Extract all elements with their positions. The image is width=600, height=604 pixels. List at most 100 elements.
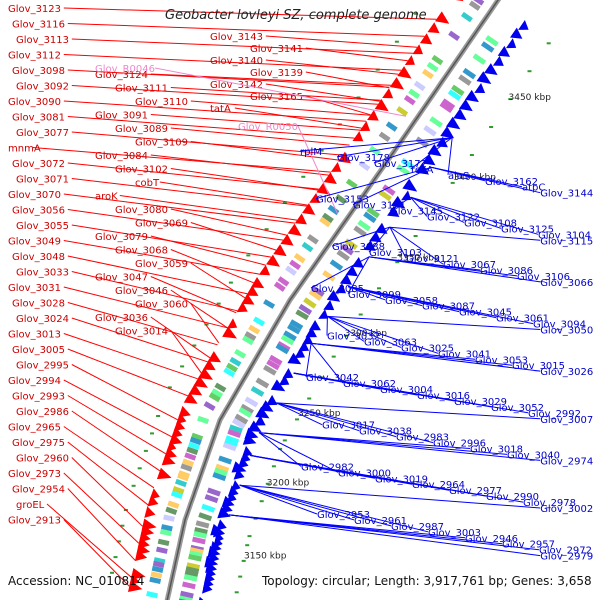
- forward-gene-label: Glov_3098: [12, 66, 65, 77]
- gc-block: [196, 520, 210, 528]
- reverse-gene-label: Glov_3115: [540, 236, 593, 247]
- forward-gene-arrow: [412, 44, 426, 59]
- forward-gene-label: Glov_3111: [115, 84, 168, 95]
- forward-label-leader: [68, 396, 166, 454]
- genome-title: Geobacter lovleyi SZ, complete genome: [165, 8, 427, 23]
- forward-gene-label: cobT: [135, 178, 160, 189]
- rna-tick: [144, 450, 148, 452]
- rna-tick: [138, 467, 142, 469]
- forward-gene-label: Glov_3139: [250, 68, 303, 79]
- forward-gene-label: Glov_3069: [135, 219, 188, 230]
- reverse-gene-label: Glov_3002: [540, 504, 593, 515]
- rna-gene-label: Glov_R0050: [238, 122, 298, 133]
- forward-gene-label: Glov_3047: [95, 273, 148, 284]
- gc-block: [429, 116, 443, 127]
- rna-tick: [395, 41, 399, 43]
- gc-block: [302, 242, 314, 252]
- forward-gene-label: Glov_3072: [12, 159, 65, 170]
- reverse-gene-arrow: [506, 38, 520, 53]
- forward-gene-label: tatA: [210, 104, 231, 115]
- forward-gene-label: Glov_2986: [16, 407, 69, 418]
- rna-tick: [260, 500, 264, 502]
- rna-tick: [283, 439, 287, 441]
- position-label: 3150 kbp: [244, 551, 287, 561]
- rna-tick: [229, 282, 233, 284]
- gc-block: [422, 69, 434, 79]
- gc-block: [461, 12, 473, 22]
- rna-tick: [246, 254, 250, 256]
- forward-gene-label: Glov_3084: [95, 151, 148, 162]
- rna-tick: [180, 365, 184, 367]
- rna-tick: [414, 235, 418, 237]
- forward-label-leader: [68, 442, 148, 505]
- forward-gene-label: mnmA: [8, 144, 41, 155]
- forward-gene-label: Glov_3143: [210, 32, 263, 43]
- forward-gene-arrow: [420, 33, 436, 49]
- gc-block: [386, 121, 398, 131]
- forward-gene-label: Glov_3071: [16, 175, 69, 186]
- forward-gene-arrow: [259, 265, 274, 280]
- reverse-gene-label: rplM: [300, 147, 322, 158]
- forward-gene-label: Glov_2913: [8, 516, 61, 527]
- position-label: 3200 kbp: [267, 479, 310, 489]
- gc-block: [234, 349, 246, 359]
- reverse-label-leader: [240, 485, 317, 514]
- rna-tick: [245, 544, 249, 546]
- rna-tick: [272, 465, 276, 467]
- gc-block: [163, 514, 175, 521]
- forward-gene-label: Glov_3049: [8, 237, 61, 248]
- forward-gene-label: Glov_3079: [95, 232, 148, 243]
- forward-gene-label: Glov_3112: [8, 51, 61, 62]
- gc-block: [294, 253, 306, 263]
- forward-label-leader: [191, 304, 219, 343]
- forward-gene-label: Glov_3036: [95, 313, 148, 324]
- reverse-gene-label: Glov_3007: [540, 415, 593, 426]
- forward-gene-label: Glov_3109: [135, 138, 188, 149]
- forward-gene-label: Glov_3113: [16, 35, 69, 46]
- forward-gene-arrow: [405, 55, 419, 70]
- gc-block: [158, 539, 170, 546]
- forward-gene-label: Glov_3092: [16, 82, 69, 93]
- forward-gene-label: Glov_3080: [115, 205, 168, 216]
- forward-gene-label: Glov_2995: [16, 361, 69, 372]
- forward-gene-label: Glov_3090: [8, 97, 61, 108]
- gc-block: [431, 55, 443, 65]
- forward-label-leader: [68, 349, 188, 396]
- reverse-label-leader: [294, 373, 528, 413]
- forward-gene-label: Glov_3141: [250, 44, 303, 55]
- forward-label-leader: [68, 489, 135, 561]
- forward-gene-label: Glov_3060: [135, 300, 188, 311]
- gc-block: [263, 299, 275, 309]
- forward-gene-label: Glov_3142: [210, 80, 263, 91]
- reverse-label-leader: [448, 138, 452, 175]
- gc-block: [448, 31, 460, 41]
- forward-label-leader: [72, 318, 208, 362]
- rna-tick: [301, 176, 305, 178]
- rna-tick: [156, 415, 160, 417]
- rna-tick: [332, 356, 336, 358]
- gc-block: [253, 316, 265, 326]
- forward-gene-arrow: [352, 131, 366, 146]
- rna-tick: [235, 591, 239, 593]
- gc-block: [156, 547, 168, 554]
- accession-text: Accession: NC_010814: [8, 574, 144, 588]
- gc-block: [379, 132, 391, 142]
- reverse-gene-label: Glov_3026: [540, 367, 593, 378]
- forward-gene-arrow: [428, 22, 443, 38]
- forward-gene-arrow: [273, 244, 290, 261]
- gc-block: [182, 582, 196, 590]
- forward-gene-label: Glov_3048: [12, 252, 65, 263]
- forward-gene-label: aroK: [95, 192, 118, 203]
- forward-gene-label: Glov_3089: [115, 124, 168, 135]
- rna-tick: [238, 576, 242, 578]
- forward-gene-label: Glov_3102: [115, 165, 168, 176]
- forward-gene-arrow: [375, 99, 392, 116]
- rna-tick: [470, 154, 474, 156]
- forward-gene-label: Glov_2954: [12, 485, 65, 496]
- gc-block: [201, 504, 215, 513]
- forward-gene-label: Glov_3059: [135, 259, 188, 270]
- rna-gene-label: Glov_R0046: [95, 64, 155, 75]
- forward-gene-arrow: [390, 77, 408, 94]
- gc-block: [330, 259, 344, 271]
